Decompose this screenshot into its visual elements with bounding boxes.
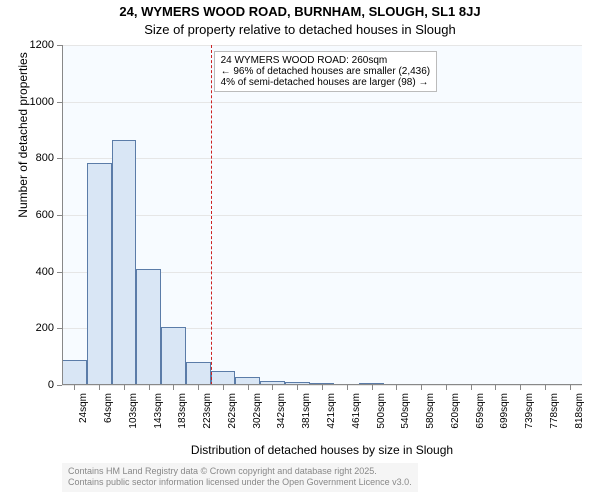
x-tick-label: 103sqm — [128, 393, 139, 429]
y-tick-label: 1000 — [0, 96, 54, 108]
x-tick-label: 699sqm — [499, 393, 510, 429]
x-tick-label: 302sqm — [252, 393, 263, 429]
x-tick-mark — [272, 385, 273, 390]
credits-line: Contains HM Land Registry data © Crown c… — [68, 466, 412, 477]
x-tick-mark — [347, 385, 348, 390]
annotation-line: ← 96% of detached houses are smaller (2,… — [221, 66, 431, 77]
annotation-line: 24 WYMERS WOOD ROAD: 260sqm — [221, 55, 431, 66]
x-tick-mark — [446, 385, 447, 390]
x-tick-mark — [471, 385, 472, 390]
y-axis-line — [62, 45, 63, 385]
y-tick-label: 600 — [0, 209, 54, 221]
x-tick-mark — [248, 385, 249, 390]
credits-text: Contains HM Land Registry data © Crown c… — [62, 463, 418, 492]
x-tick-label: 620sqm — [450, 393, 461, 429]
annotation-box: 24 WYMERS WOOD ROAD: 260sqm← 96% of deta… — [214, 51, 438, 92]
x-tick-label: 262sqm — [227, 393, 238, 429]
x-tick-mark — [396, 385, 397, 390]
x-tick-label: 64sqm — [103, 393, 114, 423]
x-tick-label: 223sqm — [202, 393, 213, 429]
y-tick-label: 400 — [0, 266, 54, 278]
x-tick-mark — [545, 385, 546, 390]
x-tick-mark — [223, 385, 224, 390]
y-tick-label: 800 — [0, 152, 54, 164]
x-tick-mark — [322, 385, 323, 390]
histogram-bar — [112, 140, 137, 385]
x-tick-mark — [99, 385, 100, 390]
x-tick-label: 421sqm — [326, 393, 337, 429]
x-tick-label: 580sqm — [425, 393, 436, 429]
x-tick-label: 342sqm — [276, 393, 287, 429]
x-tick-mark — [297, 385, 298, 390]
histogram-bar — [211, 371, 236, 385]
x-tick-mark — [198, 385, 199, 390]
x-tick-mark — [149, 385, 150, 390]
x-tick-mark — [495, 385, 496, 390]
x-tick-label: 143sqm — [153, 393, 164, 429]
annotation-line: 4% of semi-detached houses are larger (9… — [221, 77, 431, 88]
histogram-bar — [136, 269, 161, 385]
x-tick-label: 739sqm — [524, 393, 535, 429]
x-tick-label: 500sqm — [376, 393, 387, 429]
x-tick-label: 381sqm — [301, 393, 312, 429]
reference-line — [211, 45, 212, 385]
x-tick-label: 540sqm — [400, 393, 411, 429]
x-tick-mark — [570, 385, 571, 390]
histogram-bar — [186, 362, 211, 385]
plot-area: 24 WYMERS WOOD ROAD: 260sqm← 96% of deta… — [62, 45, 582, 385]
x-tick-mark — [74, 385, 75, 390]
chart-title-line2: Size of property relative to detached ho… — [0, 22, 600, 37]
x-tick-mark — [173, 385, 174, 390]
histogram-bar — [161, 327, 186, 385]
gridline — [62, 102, 582, 103]
x-tick-mark — [421, 385, 422, 390]
x-tick-label: 461sqm — [351, 393, 362, 429]
y-tick-label: 0 — [0, 379, 54, 391]
gridline — [62, 45, 582, 46]
chart-title-line1: 24, WYMERS WOOD ROAD, BURNHAM, SLOUGH, S… — [0, 4, 600, 19]
x-tick-mark — [372, 385, 373, 390]
histogram-bar — [62, 360, 87, 386]
x-tick-label: 659sqm — [475, 393, 486, 429]
x-tick-mark — [124, 385, 125, 390]
credits-line: Contains public sector information licen… — [68, 477, 412, 488]
gridline — [62, 158, 582, 159]
chart-container: 24, WYMERS WOOD ROAD, BURNHAM, SLOUGH, S… — [0, 0, 600, 500]
x-tick-label: 183sqm — [177, 393, 188, 429]
x-tick-label: 778sqm — [549, 393, 560, 429]
x-tick-label: 818sqm — [574, 393, 585, 429]
x-axis-label: Distribution of detached houses by size … — [62, 443, 582, 457]
x-tick-mark — [520, 385, 521, 390]
histogram-bar — [87, 163, 112, 385]
y-tick-label: 1200 — [0, 39, 54, 51]
x-tick-label: 24sqm — [78, 393, 89, 423]
y-tick-label: 200 — [0, 322, 54, 334]
gridline — [62, 215, 582, 216]
